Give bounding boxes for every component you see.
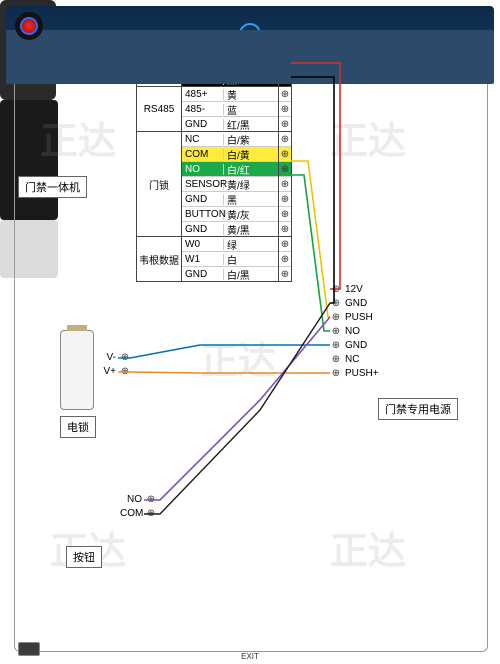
- screw-terminal-icon: ⊕: [145, 508, 157, 519]
- lock-device: [60, 330, 94, 410]
- psu-pin-row: ⊕PUSH: [330, 310, 379, 324]
- lock-pin-list: V-⊕V+⊕: [94, 350, 131, 378]
- psu-pin-row: ⊕NO: [330, 324, 379, 338]
- terminal-row: 485-蓝⊕: [182, 101, 291, 116]
- screw-terminal-icon: ⊕: [279, 179, 291, 190]
- terminal-group-label: RS485: [137, 87, 182, 131]
- terminal-row: W0绿⊕: [182, 237, 291, 251]
- pin-row: NO⊕: [120, 492, 157, 506]
- screw-terminal-icon: ⊕: [279, 119, 291, 130]
- terminal-row: GND黑⊕: [182, 191, 291, 206]
- terminal-row: NC白/紫⊕: [182, 132, 291, 146]
- psu-pin-row: ⊕PUSH+: [330, 366, 379, 380]
- screw-terminal-icon: ⊕: [279, 254, 291, 265]
- screw-terminal-icon: ⊕: [119, 366, 131, 377]
- terminal-row: 485+黄⊕: [182, 87, 291, 101]
- reader-caption: 门禁一体机: [18, 176, 87, 198]
- terminal-row: GND白/黑⊕: [182, 266, 291, 281]
- exit-label: EXIT: [0, 652, 500, 661]
- button-caption: 按钮: [66, 546, 102, 568]
- screw-terminal-icon: ⊕: [330, 284, 342, 295]
- lock-caption: 电锁: [60, 416, 96, 438]
- page: DS-K1T342--接线示意图 正达 正达 正达 正达 正达 门禁一体机 电源…: [0, 0, 500, 664]
- terminal-row: NO白/红⊕: [182, 161, 291, 176]
- screw-terminal-icon: ⊕: [279, 134, 291, 145]
- terminal-row: BUTTON黄/灰⊕: [182, 206, 291, 221]
- terminal-row: GND黄/黑⊕: [182, 221, 291, 236]
- terminal-group-label: 门锁: [137, 132, 182, 236]
- pin-row: V+⊕: [94, 364, 131, 378]
- screw-terminal-icon: ⊕: [279, 104, 291, 115]
- psu-caption: 门禁专用电源: [378, 398, 458, 420]
- screw-terminal-icon: ⊕: [279, 164, 291, 175]
- terminal-table: 电源输入+12V红⊕GND黑⊕RS485485+黄⊕485-蓝⊕GND红/黑⊕门…: [136, 56, 292, 282]
- terminal-row: COM白/黄⊕: [182, 146, 291, 161]
- screw-terminal-icon: ⊕: [279, 89, 291, 100]
- screw-terminal-icon: ⊕: [330, 354, 342, 365]
- psu-pin-row: ⊕NC: [330, 352, 379, 366]
- screw-terminal-icon: ⊕: [279, 149, 291, 160]
- psu-label-area: [6, 30, 494, 84]
- pin-row: COM⊕: [120, 506, 157, 520]
- screw-terminal-icon: ⊕: [279, 224, 291, 235]
- screw-terminal-icon: ⊕: [330, 312, 342, 323]
- screw-terminal-icon: ⊕: [330, 326, 342, 337]
- psu-pin-row: ⊕12V: [330, 282, 379, 296]
- screw-terminal-icon: ⊕: [279, 209, 291, 220]
- screw-terminal-icon: ⊕: [330, 340, 342, 351]
- exit-button-ring-icon: [15, 12, 43, 40]
- screw-terminal-icon: ⊕: [119, 352, 131, 363]
- screw-terminal-icon: ⊕: [279, 269, 291, 280]
- terminal-row: GND红/黑⊕: [182, 116, 291, 131]
- screw-terminal-icon: ⊕: [145, 494, 157, 505]
- terminal-group-label: 韦根数据: [137, 237, 182, 281]
- pin-row: V-⊕: [94, 350, 131, 364]
- button-pin-list: NO⊕COM⊕: [120, 492, 157, 520]
- terminal-row: W1白⊕: [182, 251, 291, 266]
- screw-terminal-icon: ⊕: [330, 298, 342, 309]
- psu-pin-list: ⊕12V⊕GND⊕PUSH⊕NO⊕GND⊕NC⊕PUSH+: [330, 282, 379, 380]
- psu-pin-row: ⊕GND: [330, 296, 379, 310]
- terminal-row: SENSOR黄/绿⊕: [182, 176, 291, 191]
- screw-terminal-icon: ⊕: [279, 194, 291, 205]
- screw-terminal-icon: ⊕: [330, 368, 342, 379]
- psu-pin-row: ⊕GND: [330, 338, 379, 352]
- screw-terminal-icon: ⊕: [279, 239, 291, 250]
